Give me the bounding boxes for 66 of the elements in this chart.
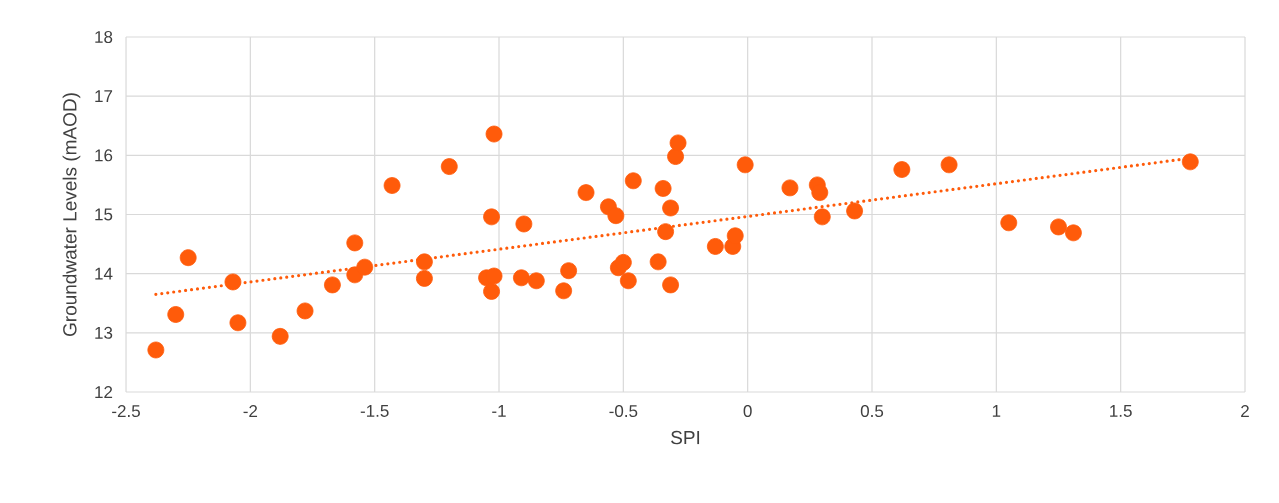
- point: [1000, 214, 1018, 232]
- x-tick-label: -0.5: [609, 405, 638, 418]
- x-axis-title: SPI: [671, 430, 700, 445]
- point: [440, 158, 458, 175]
- point: [813, 208, 831, 226]
- point: [485, 125, 503, 143]
- point: [555, 282, 573, 300]
- point: [224, 273, 242, 291]
- point: [1181, 153, 1199, 171]
- x-tick-label: -1: [492, 405, 506, 417]
- point: [296, 302, 314, 320]
- x-tick-label: -2: [243, 405, 258, 417]
- point: [1050, 218, 1067, 236]
- x-tick-label: -2.5: [112, 405, 140, 418]
- point: [736, 156, 754, 174]
- point: [669, 134, 687, 152]
- point: [893, 161, 911, 178]
- point: [781, 179, 799, 197]
- point: [483, 208, 500, 226]
- point: [147, 341, 165, 359]
- y-tick-label: 14: [95, 267, 113, 280]
- point: [356, 258, 374, 276]
- point: [811, 184, 829, 202]
- point: [619, 272, 637, 290]
- x-tick-label: 1.5: [1110, 405, 1132, 417]
- point: [179, 249, 197, 267]
- point: [416, 269, 433, 287]
- point: [515, 215, 533, 233]
- y-tick-label: 16: [95, 149, 113, 162]
- point: [527, 272, 545, 290]
- point: [726, 227, 744, 245]
- point: [416, 253, 433, 271]
- point: [167, 306, 185, 323]
- x-tick-label: 2: [1241, 405, 1249, 417]
- point: [560, 262, 578, 280]
- point: [271, 327, 289, 345]
- y-tick-label: 18: [95, 31, 113, 44]
- point: [940, 156, 958, 174]
- point: [624, 172, 642, 190]
- point: [229, 314, 247, 332]
- point: [383, 177, 401, 194]
- point: [614, 254, 632, 271]
- point: [706, 238, 724, 255]
- x-tick-label: 0: [743, 405, 752, 418]
- x-tick-label: 1: [992, 405, 1001, 417]
- point: [662, 199, 679, 217]
- point: [483, 283, 500, 300]
- x-tick-label: -1.5: [360, 405, 389, 417]
- y-tick-label: 17: [95, 90, 113, 103]
- y-tick-label: 13: [95, 326, 113, 339]
- point: [1065, 224, 1082, 242]
- point: [657, 223, 675, 241]
- point: [654, 180, 672, 197]
- point: [667, 148, 684, 165]
- point: [324, 276, 341, 294]
- point: [512, 269, 530, 287]
- point: [346, 234, 364, 252]
- y-tick-label: 12: [95, 386, 113, 398]
- x-tick-label: 0.5: [860, 405, 884, 418]
- point: [846, 202, 863, 220]
- y-axis-title: Groundwater Levels (mAOD): [62, 93, 81, 337]
- point: [577, 184, 595, 202]
- point: [649, 253, 667, 271]
- point: [607, 207, 625, 225]
- point: [662, 276, 679, 294]
- y-tick-label: 15: [95, 208, 113, 221]
